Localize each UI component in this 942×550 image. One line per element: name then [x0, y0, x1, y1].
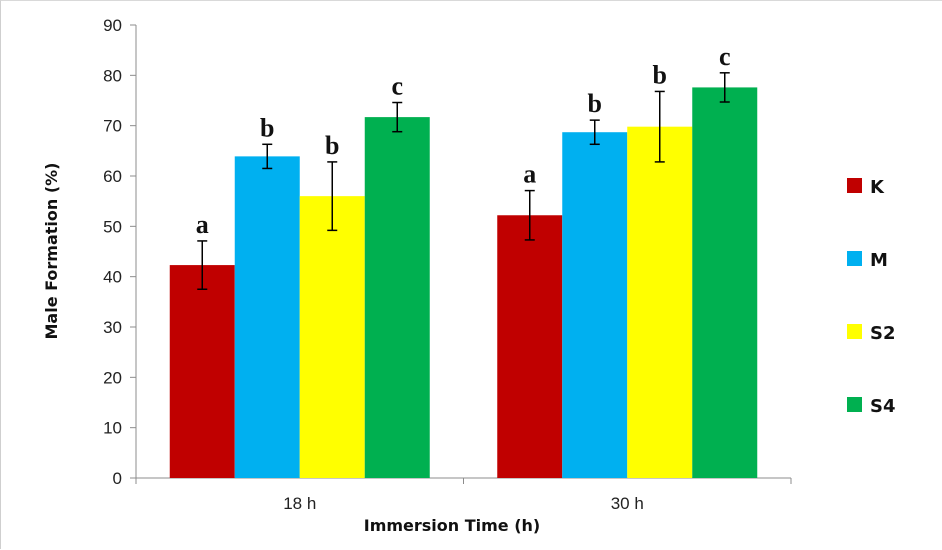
x-tick-label: 30 h [611, 494, 644, 513]
significance-letter: c [391, 72, 403, 101]
y-tick-label: 70 [103, 117, 122, 136]
x-ticks: 18 h 30 h [135, 478, 792, 513]
significance-labels: a b b c a b b c [196, 42, 731, 239]
bars [169, 87, 758, 479]
bar-k-1 [497, 215, 563, 478]
legend: K M S2 S4 [847, 177, 896, 417]
legend-label-k: K [870, 177, 885, 198]
significance-letter: b [653, 60, 667, 89]
significance-letter: b [325, 131, 339, 160]
y-tick-label: 40 [103, 268, 122, 287]
legend-swatch-s2 [847, 324, 862, 339]
y-tick-label: 20 [103, 368, 122, 387]
bar-s4-0 [364, 117, 430, 479]
x-axis-title: Immersion Time (h) [364, 516, 541, 535]
y-tick-label: 30 [103, 318, 122, 337]
y-axis-title: Male Formation (%) [42, 163, 61, 340]
y-tick-label: 0 [113, 469, 122, 488]
significance-letter: a [523, 160, 536, 189]
y-tick-label: 10 [103, 419, 122, 438]
bar-m-1 [562, 132, 628, 478]
bar-s2-1 [627, 126, 693, 478]
y-tick-label: 80 [103, 66, 122, 85]
y-tick-label: 60 [103, 167, 122, 186]
significance-letter: b [260, 113, 274, 142]
legend-label-s2: S2 [870, 323, 896, 344]
y-ticks: 0 10 20 30 40 50 60 70 80 90 [103, 16, 136, 488]
legend-swatch-m [847, 251, 862, 266]
legend-swatch-k [847, 178, 862, 193]
bar-k-0 [169, 265, 235, 478]
significance-letter: c [719, 42, 731, 71]
bar-s2-0 [299, 196, 365, 478]
bar-s4-1 [692, 87, 758, 478]
significance-letter: b [588, 89, 602, 118]
y-tick-label: 50 [103, 217, 122, 236]
x-tick-label: 18 h [283, 494, 316, 513]
legend-swatch-s4 [847, 397, 862, 412]
significance-letter: a [196, 210, 209, 239]
bar-m-0 [234, 156, 300, 478]
error-bars [197, 72, 730, 290]
legend-label-m: M [870, 250, 888, 271]
legend-label-s4: S4 [870, 396, 896, 417]
y-tick-label: 90 [103, 16, 122, 35]
